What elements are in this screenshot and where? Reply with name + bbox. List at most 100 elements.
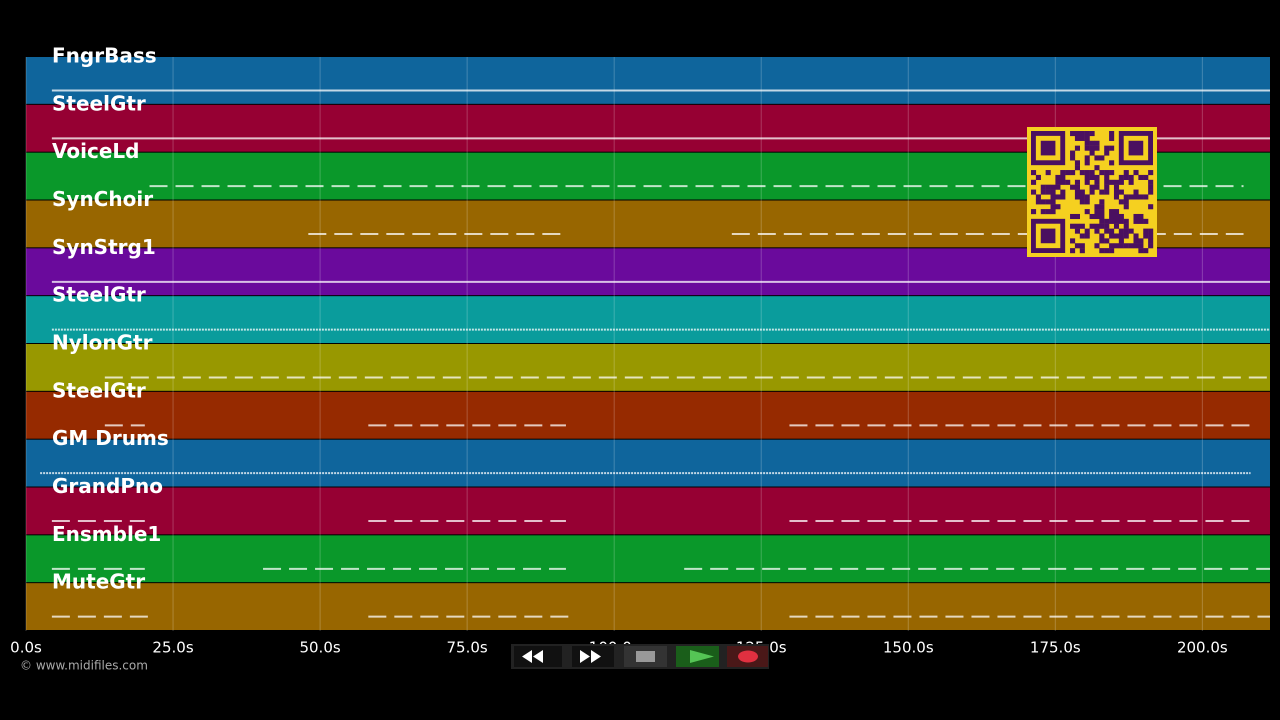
qr-module (1133, 213, 1139, 220)
qr-module (1079, 248, 1085, 254)
qr-module (1060, 170, 1066, 176)
qr-module (1089, 213, 1095, 220)
qr-module (1045, 184, 1051, 190)
qr-module (1148, 204, 1154, 210)
qr-module (1113, 194, 1120, 200)
qr-module (1138, 218, 1144, 224)
qr-module (1133, 170, 1139, 176)
track-name: MuteGtr (52, 570, 145, 594)
qr-module (1123, 218, 1129, 224)
rewind-button[interactable] (514, 646, 562, 667)
qr-module (1070, 213, 1076, 220)
qr-module (1055, 194, 1061, 200)
qr-module (1128, 243, 1134, 249)
qr-module (1094, 204, 1100, 210)
qr-module (1138, 213, 1144, 220)
qr-code (1027, 127, 1157, 257)
qr-module (1070, 238, 1076, 244)
qr-module (1123, 170, 1129, 176)
qr-module (1031, 170, 1037, 176)
qr-module (1109, 228, 1115, 234)
qr-module (1055, 174, 1061, 180)
qr-module (1118, 243, 1124, 249)
qr-module (1074, 228, 1080, 234)
qr-module (1104, 179, 1110, 185)
qr-module (1104, 150, 1110, 156)
qr-module (1123, 228, 1129, 234)
qr-module (1060, 179, 1066, 185)
qr-module (1109, 179, 1115, 185)
qr-module (1089, 189, 1095, 195)
qr-module (1045, 170, 1051, 176)
notes (40, 89, 1270, 618)
qr-module (1113, 233, 1120, 239)
qr-module (1079, 131, 1085, 137)
qr-module (1094, 213, 1100, 220)
qr-module (1143, 194, 1149, 200)
qr-module (1143, 174, 1149, 180)
qr-module (1109, 160, 1115, 166)
qr-module (1070, 131, 1076, 137)
qr-module (1050, 189, 1056, 195)
qr-module (1065, 179, 1071, 185)
qr-module (1128, 179, 1134, 185)
qr-module (1070, 150, 1076, 156)
qr-module (1128, 228, 1134, 234)
qr-module (1133, 194, 1139, 200)
qr-module (1109, 135, 1115, 141)
tick-label: 0.0s (10, 639, 42, 657)
qr-module (1099, 155, 1105, 161)
qr-module (1104, 174, 1110, 180)
qr-module (1084, 155, 1090, 161)
track-row (26, 344, 1270, 391)
qr-module (1089, 131, 1095, 137)
track-name: SynStrg1 (52, 235, 156, 259)
qr-module (1133, 233, 1139, 239)
qr-module (1109, 248, 1115, 254)
track-name: SynChoir (52, 187, 153, 211)
qr-module (1070, 248, 1076, 254)
qr-module (1084, 145, 1090, 151)
qr-module (1084, 233, 1090, 239)
track-row (26, 535, 1270, 583)
qr-module (1109, 209, 1115, 215)
qr-module (1045, 199, 1051, 205)
track-name: SteelGtr (52, 91, 146, 115)
qr-module (1133, 189, 1139, 195)
qr-module (1104, 248, 1110, 254)
qr-module (1055, 204, 1061, 210)
qr-module (1143, 228, 1149, 234)
qr-module (1123, 194, 1129, 200)
qr-module (1118, 199, 1124, 205)
qr-module (1148, 179, 1154, 185)
qr-module (1099, 213, 1105, 220)
qr-module (1104, 218, 1110, 224)
play-button[interactable] (676, 646, 719, 667)
stop-button[interactable] (624, 646, 667, 667)
qr-module (1035, 194, 1041, 200)
qr-module (1099, 248, 1105, 254)
qr-module (1055, 184, 1061, 190)
qr-module (1104, 184, 1110, 190)
track-name: Ensmble1 (52, 522, 161, 546)
qr-module (1148, 233, 1154, 239)
qr-module (1104, 228, 1110, 234)
qr-module (1148, 170, 1154, 176)
qr-module (1074, 213, 1080, 220)
qr-module (1040, 189, 1046, 195)
qr-module (1113, 184, 1120, 190)
qr-module (1138, 238, 1144, 244)
qr-module (1084, 179, 1090, 185)
record-button[interactable] (727, 646, 768, 667)
qr-module (1070, 170, 1076, 176)
qr-module (1113, 189, 1120, 195)
track-name: SteelGtr (52, 283, 146, 307)
qr-module (1040, 209, 1046, 215)
rewind-icon (522, 650, 543, 663)
qr-module (1118, 218, 1124, 224)
track-row (26, 296, 1270, 343)
qr-module (1089, 145, 1095, 151)
tick-label: 25.0s (152, 639, 193, 657)
forward-button[interactable] (572, 646, 614, 667)
